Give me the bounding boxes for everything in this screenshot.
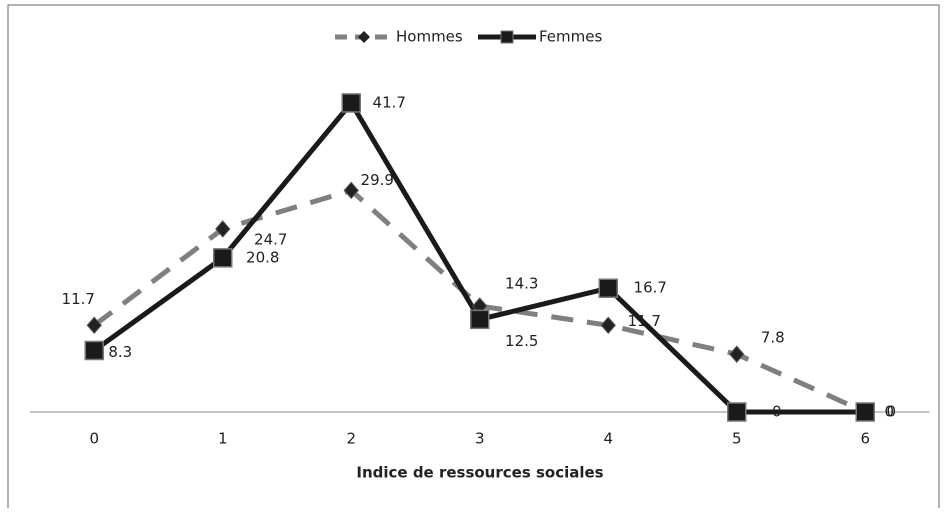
x-axis-title: Indice de ressources sociales [356,464,603,482]
chart-border [7,4,940,512]
data-label: 41.7 [373,93,406,111]
data-label: 20.8 [246,248,279,266]
data-label: 0 [886,403,896,421]
x-tick-label: 6 [860,430,870,448]
data-label: 11.7 [62,290,95,308]
point [343,181,359,200]
point [727,402,747,422]
point [84,340,104,361]
legend-marker [358,31,370,43]
point [213,248,233,268]
data-label: 0 [884,403,894,421]
x-tick-label: 5 [732,430,742,448]
data-label: 7.8 [761,329,785,347]
data-label: 0 [772,403,782,421]
x-tick-label: 1 [218,430,228,448]
data-label: 11.7 [628,312,661,330]
x-tick-label: 2 [346,430,356,448]
legend-label: Hommes [396,28,463,46]
data-label: 16.7 [634,279,667,297]
data-label: 14.3 [505,275,538,293]
x-tick-label: 3 [475,430,485,448]
x-tick-label: 4 [603,430,613,448]
point [600,316,616,335]
data-label: 12.5 [505,332,538,350]
x-tick-label: 0 [89,430,99,448]
point [855,402,875,422]
series-line [92,98,866,415]
legend-marker [500,30,514,44]
point [86,316,102,335]
data-label: 8.3 [108,343,132,361]
legend-label: Femmes [539,28,602,46]
point [598,278,618,298]
point [215,220,231,238]
point [470,309,490,330]
point [729,345,745,363]
data-label: 29.9 [361,171,394,189]
data-label: 24.7 [254,230,287,248]
point [341,93,361,113]
